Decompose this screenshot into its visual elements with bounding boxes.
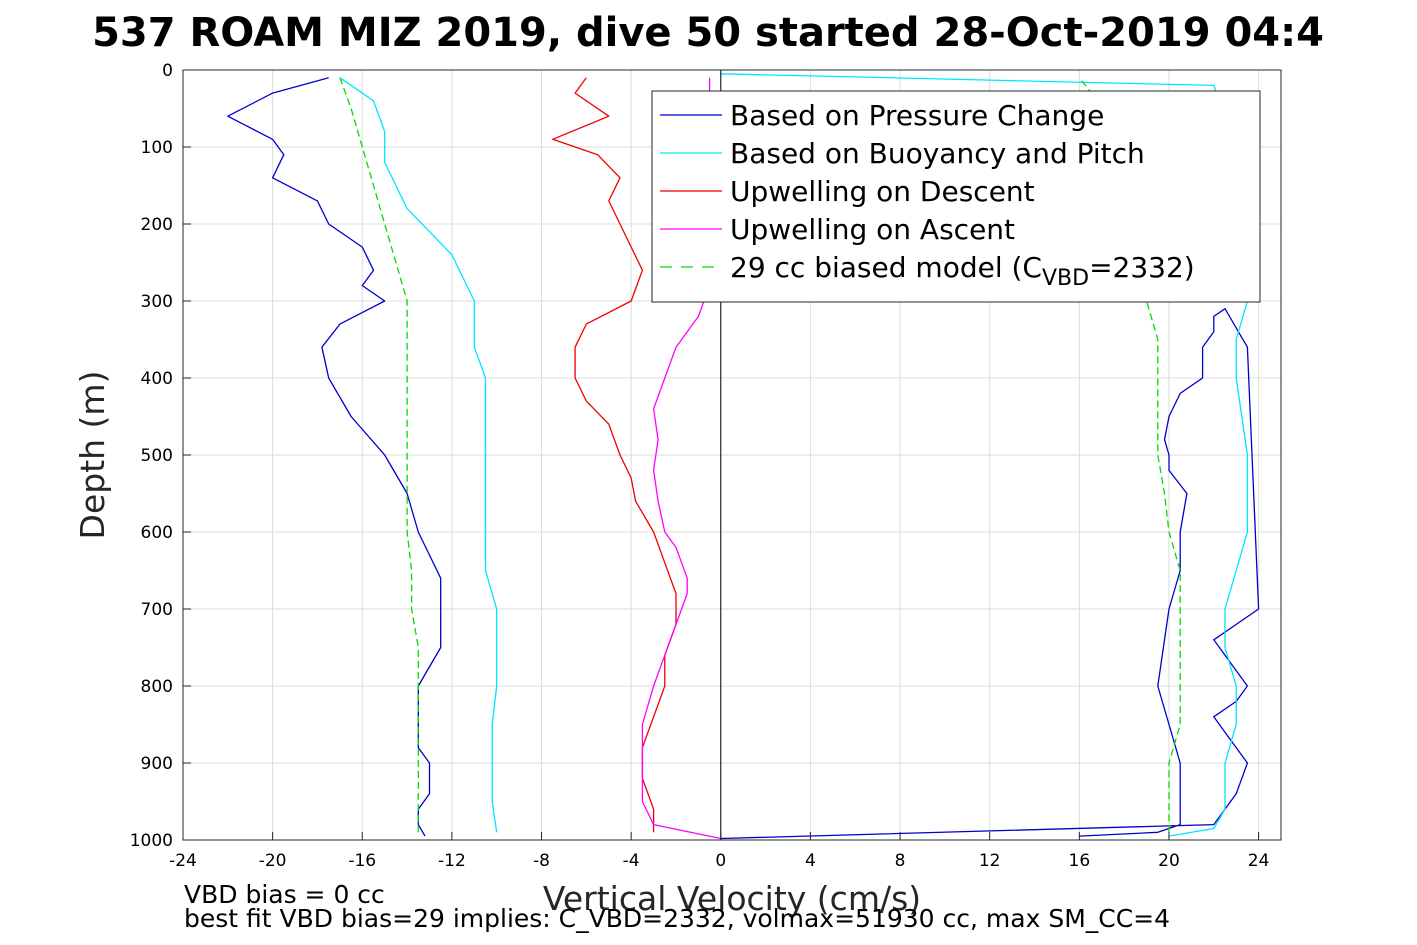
series-line-based-on-pressure-change — [720, 308, 1260, 840]
x-tick-label: 0 — [715, 851, 726, 871]
series-line-29-cc-biased-model-cvbd-2332- — [1078, 77, 1181, 833]
y-tick-label: 500 — [141, 446, 173, 466]
x-tick-label: -24 — [169, 851, 197, 871]
x-tick-label: -4 — [623, 851, 640, 871]
legend: Based on Pressure Change Based on Buoyanc… — [651, 90, 1261, 303]
x-tick-label: -8 — [533, 851, 550, 871]
y-tick-label: 600 — [141, 523, 173, 543]
series-line-29-cc-biased-model-cvbd-2332- — [339, 77, 419, 833]
legend-box — [651, 90, 1261, 303]
legend-label: 29 cc biased model (CVBD=2332) — [730, 251, 1195, 291]
x-tick-label: -20 — [259, 851, 287, 871]
y-tick-label: 700 — [141, 600, 173, 620]
annotation-best-fit: best fit VBD bias=29 implies: C_VBD=2332… — [184, 904, 1170, 933]
y-tick-label: 800 — [141, 677, 173, 697]
x-tick-label: 12 — [979, 851, 1001, 871]
y-tick-label: 100 — [141, 138, 173, 158]
plot-frame — [182, 69, 1282, 841]
y-tick-label: 900 — [141, 754, 173, 774]
series-group — [227, 73, 1260, 840]
x-tick-label: -12 — [438, 851, 466, 871]
x-tick-label: -16 — [348, 851, 376, 871]
y-tick-label: 200 — [141, 215, 173, 235]
y-tick-label: 1000 — [130, 831, 173, 851]
x-tick-label: 16 — [1069, 851, 1091, 871]
x-tick-label: 4 — [805, 851, 816, 871]
y-tick-label: 300 — [141, 292, 173, 312]
legend-label: Upwelling on Descent — [730, 175, 1035, 208]
x-tick-label: 8 — [895, 851, 906, 871]
y-tick-label: 400 — [141, 369, 173, 389]
legend-label: Based on Buoyancy and Pitch — [730, 137, 1145, 170]
annotation-vbd-bias: VBD bias = 0 cc — [184, 880, 385, 909]
x-tick-label: 20 — [1158, 851, 1180, 871]
plot-area-border — [182, 69, 1282, 841]
legend-label: Based on Pressure Change — [730, 99, 1104, 132]
tick-labels: -24 -20 -16 -12 -8 -4 0 4 8 12 16 20 24 0 100 200 300 400… — [130, 61, 1270, 871]
y-axis-label: Depth (m) — [73, 371, 112, 540]
series-line-based-on-pressure-change — [227, 77, 442, 837]
series-line-upwelling-on-descent — [552, 77, 677, 833]
y-tick-label: 0 — [162, 61, 173, 81]
legend-label: Upwelling on Ascent — [730, 213, 1015, 246]
chart-title: 537 ROAM MIZ 2019, dive 50 started 28-Oc… — [92, 10, 1324, 56]
x-axis-label: Vertical Velocity (cm/s) — [543, 879, 921, 918]
x-tick-label: 24 — [1248, 851, 1270, 871]
series-line-based-on-buoyancy-and-pitch — [339, 77, 498, 833]
